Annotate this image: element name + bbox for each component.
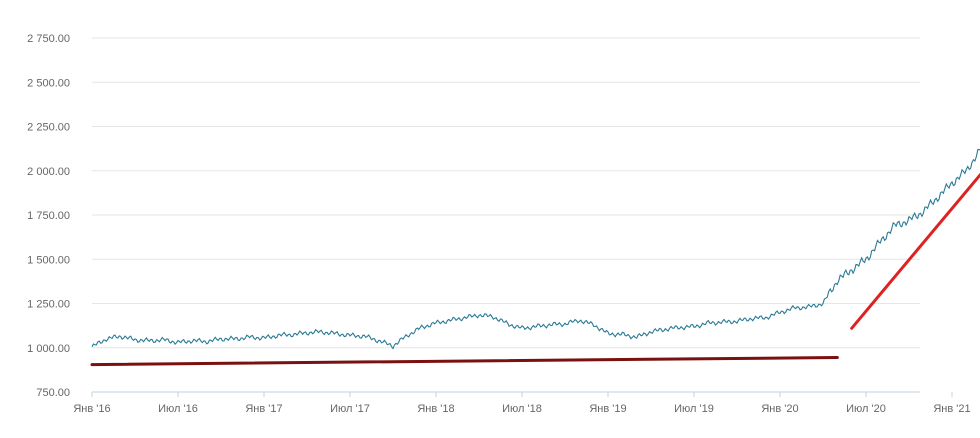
y-tick-label: 2 000.00 xyxy=(27,166,70,178)
y-tick-label: 2 500.00 xyxy=(27,77,70,89)
y-axis-tick-labels: 750.00 1 000.00 1 250.00 1 500.00 1 750.00 2 … xyxy=(27,33,70,399)
x-tick-label: Июл '16 xyxy=(158,403,198,415)
trend-arrow xyxy=(850,172,980,330)
x-tick-label: Июл '20 xyxy=(846,403,886,415)
x-tick-label: Янв '20 xyxy=(761,403,798,415)
x-axis-tick-labels: Янв '16 Июл '16 Янв '17 Июл '17 Янв '18 Июл '… xyxy=(73,392,971,415)
y-tick-label: 2 250.00 xyxy=(27,122,70,134)
x-tick-label: Янв '17 xyxy=(245,403,282,415)
y-tick-label: 2 750.00 xyxy=(27,33,70,45)
y-tick-label: 1 000.00 xyxy=(27,343,70,355)
x-tick-label: Янв '21 xyxy=(933,403,970,415)
trend-line xyxy=(90,355,839,367)
series-line-0 xyxy=(91,148,980,350)
x-tick-label: Июл '17 xyxy=(330,403,370,415)
y-tick-label: 1 750.00 xyxy=(27,210,70,222)
annotations-group xyxy=(90,172,980,367)
series-group xyxy=(91,148,980,350)
y-tick-label: 1 250.00 xyxy=(27,299,70,311)
x-tick-label: Июл '18 xyxy=(502,403,542,415)
y-tick-label: 1 500.00 xyxy=(27,254,70,266)
grid-lines xyxy=(92,37,920,393)
x-tick-label: Июл '19 xyxy=(674,403,714,415)
x-tick-label: Янв '16 xyxy=(73,403,110,415)
x-tick-label: Янв '18 xyxy=(417,403,454,415)
x-tick-label: Янв '19 xyxy=(589,403,626,415)
y-tick-label: 750.00 xyxy=(36,387,70,399)
